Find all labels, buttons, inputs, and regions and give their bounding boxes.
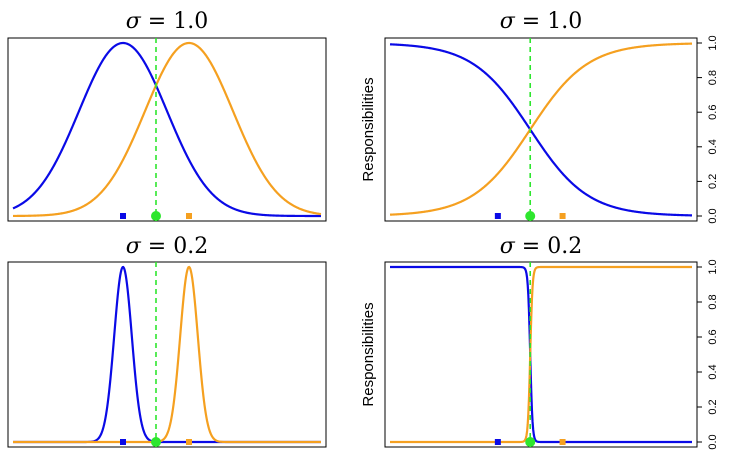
title-value: = 1.0 (515, 9, 582, 34)
mean-marker-blue (494, 439, 501, 445)
chart-title: σ = 0.2 (500, 234, 582, 259)
mean-marker-blue (120, 213, 126, 219)
mean-marker-orange (186, 213, 192, 219)
mean-marker-blue (120, 439, 126, 445)
y-tick-label: 0.2 (707, 399, 719, 414)
plot-frame (384, 261, 698, 448)
title-value: = 1.0 (141, 9, 208, 34)
series-line-blue (390, 265, 692, 444)
y-axis-label: Responsibilities (360, 302, 377, 406)
chart-title: σ = 0.2 (126, 234, 208, 259)
y-tick-label: 0.8 (707, 294, 719, 309)
chart-panel-4: σ = 0.2 Responsibilities 0.0 0.2 0.4 0.6 0.8 1.… (360, 234, 719, 450)
title-sigma: σ (500, 234, 516, 259)
chart-panel-1: σ = 1.0 (7, 9, 327, 222)
y-tick-label: 0.0 (707, 208, 719, 223)
title-value: = 0.2 (515, 234, 582, 259)
series-line-blue (12, 41, 321, 218)
series-line-orange (389, 42, 693, 216)
mean-marker-orange (559, 213, 566, 219)
chart-title: σ = 1.0 (500, 9, 582, 34)
plot-frame (7, 37, 327, 222)
y-tick-label: 0.2 (707, 174, 719, 189)
series-line-orange (390, 265, 692, 444)
series-line-blue (13, 265, 321, 444)
y-tick-label: 0.6 (707, 329, 719, 344)
series-line-orange (13, 265, 321, 444)
plot-frame (7, 261, 327, 448)
y-tick-label: 0.0 (707, 434, 719, 449)
title-sigma: σ (126, 9, 142, 34)
boundary-point-marker (525, 437, 536, 447)
boundary-point-marker (151, 437, 161, 447)
y-tick-label: 1.0 (707, 35, 719, 50)
chart-panel-2: σ = 1.0 Responsibilities 0.0 0.2 0.4 0.6 0.8 1.… (360, 9, 719, 224)
series-line-orange (13, 41, 322, 218)
boundary-point-marker (525, 211, 536, 221)
mean-marker-orange (186, 439, 192, 445)
chart-panel-3: σ = 0.2 (7, 234, 327, 448)
y-tick-label: 0.6 (707, 105, 719, 120)
mean-marker-blue (494, 213, 501, 219)
y-tick-label: 0.4 (707, 364, 719, 379)
boundary-point-marker (151, 211, 161, 221)
series-line-blue (389, 43, 693, 217)
title-sigma: σ (126, 234, 142, 259)
y-tick-label: 1.0 (707, 259, 719, 274)
y-axis-label: Responsibilities (360, 77, 377, 181)
y-tick-label: 0.8 (707, 70, 719, 85)
mean-marker-orange (559, 439, 566, 445)
title-sigma: σ (500, 9, 516, 34)
chart-title: σ = 1.0 (126, 9, 208, 34)
y-tick-label: 0.4 (707, 139, 719, 154)
plot-frame (384, 37, 698, 222)
title-value: = 0.2 (141, 234, 208, 259)
